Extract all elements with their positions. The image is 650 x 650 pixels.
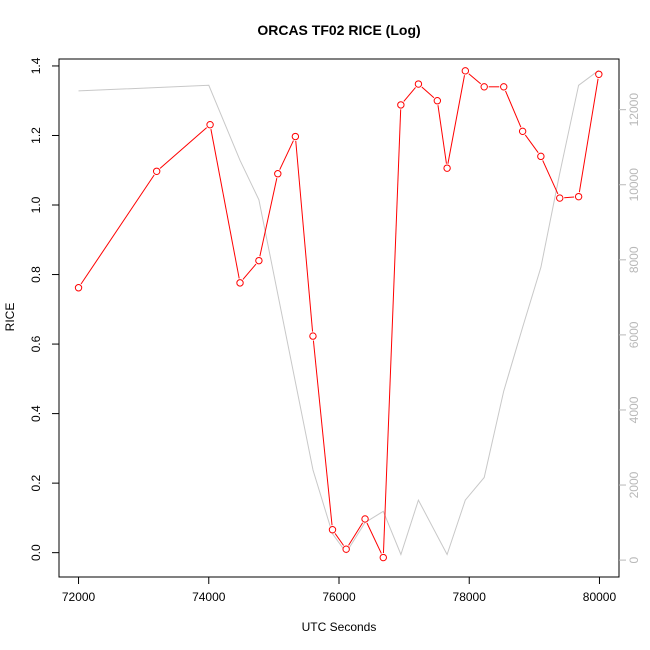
- data-point-rice: [152, 167, 161, 175]
- plot-area: 72000 74000 76000 78000 800000.00.20.40.60.8…: [29, 57, 641, 604]
- series-segment-rice: [468, 73, 482, 85]
- data-point-rice: [397, 101, 405, 109]
- series-segment-rice: [366, 522, 382, 554]
- series-segment-rice: [242, 263, 257, 280]
- x-tick-label: 74000: [192, 590, 226, 604]
- series-segment-rice: [312, 340, 333, 526]
- y2-tick-label: 8000: [627, 246, 641, 273]
- data-point-rice: [342, 545, 350, 553]
- series-segment-rice: [403, 87, 416, 102]
- y-tick-label: 0.0: [29, 544, 43, 561]
- series-segment-rice: [421, 86, 435, 99]
- data-point-rice: [206, 121, 214, 129]
- series-line-altitude: [78, 69, 600, 556]
- series-segment-rice: [348, 522, 364, 546]
- series-segment-rice: [80, 174, 155, 285]
- y2-tick-label: 10000: [627, 168, 641, 202]
- x-axis-label: UTC Seconds: [302, 620, 377, 634]
- y-tick-label: 1.2: [29, 127, 43, 144]
- data-point-rice: [433, 97, 442, 105]
- data-point-rice: [274, 170, 282, 178]
- series-segment-rice: [578, 78, 599, 193]
- series-segment-rice: [382, 109, 402, 554]
- y2-tick-label: 0: [627, 556, 641, 563]
- data-point-rice: [74, 284, 83, 292]
- chart-title: ORCAS TF02 RICE (Log): [257, 22, 420, 38]
- series-segment-rice: [542, 160, 559, 195]
- data-point-rice: [500, 83, 508, 91]
- y-tick-label: 0.2: [29, 474, 43, 491]
- data-point-rice: [309, 332, 317, 340]
- y-tick-label: 1.4: [29, 57, 43, 74]
- y-tick-label: 0.8: [29, 266, 43, 283]
- y2-tick-label: 6000: [627, 321, 641, 348]
- data-point-rice: [461, 67, 470, 75]
- data-point-rice: [361, 515, 369, 523]
- series-segment-rice: [259, 178, 278, 257]
- y2-tick-label: 2000: [627, 471, 641, 498]
- y-axis-label: RICE: [3, 303, 17, 332]
- data-point-rice: [518, 127, 527, 136]
- y-tick-label: 1.0: [29, 196, 43, 213]
- data-point-rice: [291, 132, 300, 141]
- series-segment-rice: [334, 533, 344, 546]
- data-point-rice: [255, 256, 263, 265]
- series-segment-rice: [505, 90, 522, 128]
- data-point-rice: [556, 194, 564, 202]
- series-segment-rice: [524, 134, 539, 153]
- data-point-rice: [414, 80, 423, 88]
- x-tick-label: 78000: [453, 590, 487, 604]
- data-point-rice: [537, 152, 545, 161]
- x-tick-label: 72000: [62, 590, 96, 604]
- x-tick-label: 80000: [583, 590, 617, 604]
- series-segment-rice: [159, 127, 208, 169]
- series-segment-rice: [564, 196, 575, 199]
- x-tick-label: 76000: [322, 590, 356, 604]
- data-point-rice: [328, 526, 337, 534]
- series-segment-rice: [437, 105, 447, 164]
- series-segment-rice: [279, 140, 294, 170]
- series-segment-rice: [295, 140, 314, 332]
- data-point-rice: [574, 192, 583, 201]
- data-point-rice: [443, 164, 451, 172]
- y2-tick-label: 4000: [627, 396, 641, 423]
- y2-tick-label: 12000: [627, 93, 641, 127]
- data-point-rice: [379, 553, 387, 562]
- data-point-rice: [480, 83, 488, 91]
- series-segment-rice: [210, 129, 240, 279]
- data-point-rice: [236, 279, 244, 287]
- y-tick-label: 0.4: [29, 405, 43, 422]
- data-point-rice: [595, 70, 603, 78]
- y-tick-label: 0.6: [29, 335, 43, 352]
- plot-frame: [58, 58, 620, 578]
- series-segment-rice: [447, 75, 465, 164]
